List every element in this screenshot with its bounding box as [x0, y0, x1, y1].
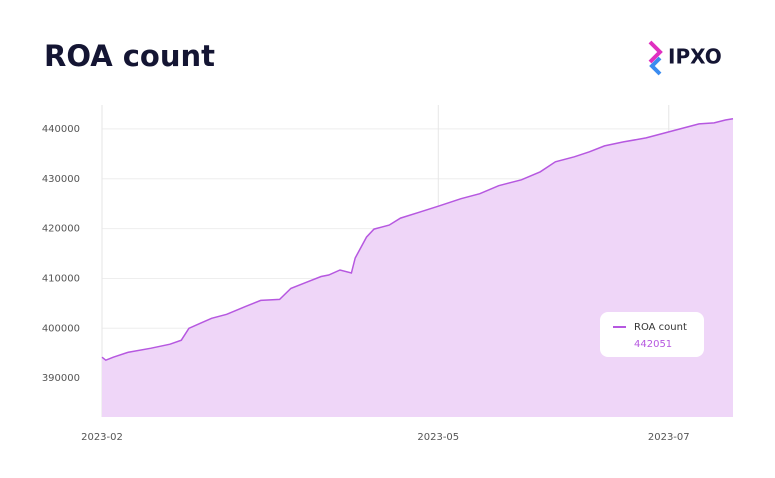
y-tick-label: 390000 — [42, 373, 80, 384]
logo: IPXO — [648, 40, 722, 76]
legend-box — [600, 312, 704, 357]
area — [102, 118, 733, 417]
chart-title: ROA count — [44, 39, 215, 73]
x-tick-label: 2023-07 — [648, 432, 690, 443]
x-tick-label: 2023-02 — [81, 432, 123, 443]
y-tick-label: 440000 — [42, 124, 80, 135]
legend: ROA count 442051 — [600, 312, 704, 357]
y-tick-label: 400000 — [42, 323, 80, 334]
logo-mark — [648, 40, 663, 64]
logo-mark — [649, 56, 662, 76]
y-tick-label: 410000 — [42, 273, 80, 284]
logo-text: IPXO — [668, 45, 722, 69]
y-tick-label: 420000 — [42, 224, 80, 235]
line — [101, 117, 734, 362]
y-tick-label: 430000 — [42, 174, 80, 185]
legend-value: 442051 — [634, 339, 672, 350]
legend-label: ROA count — [634, 322, 687, 333]
x-tick-label: 2023-05 — [417, 432, 459, 443]
